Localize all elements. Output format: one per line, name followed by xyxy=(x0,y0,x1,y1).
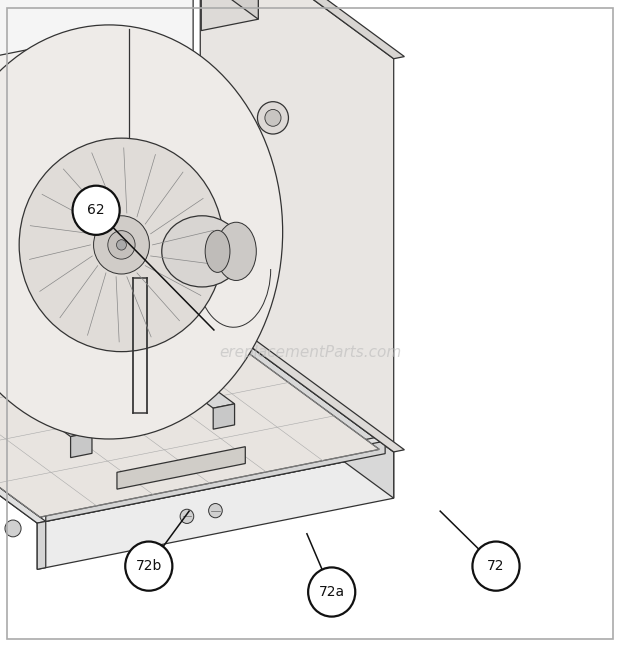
Polygon shape xyxy=(0,30,129,366)
Polygon shape xyxy=(0,0,193,377)
Polygon shape xyxy=(0,361,92,437)
Polygon shape xyxy=(37,521,46,569)
Circle shape xyxy=(472,542,520,591)
Polygon shape xyxy=(213,404,234,429)
Circle shape xyxy=(308,567,355,617)
Circle shape xyxy=(19,138,224,351)
Text: 72a: 72a xyxy=(319,585,345,599)
Ellipse shape xyxy=(205,230,230,272)
Ellipse shape xyxy=(216,222,256,280)
Circle shape xyxy=(265,109,281,126)
Polygon shape xyxy=(46,441,385,521)
Ellipse shape xyxy=(162,215,242,287)
Circle shape xyxy=(257,102,288,134)
Text: ereplacementParts.com: ereplacementParts.com xyxy=(219,345,401,360)
Text: 62: 62 xyxy=(87,203,105,217)
Polygon shape xyxy=(117,333,234,408)
Circle shape xyxy=(125,542,172,591)
Circle shape xyxy=(180,509,193,523)
Polygon shape xyxy=(200,0,394,452)
Polygon shape xyxy=(40,437,379,517)
Circle shape xyxy=(5,520,21,537)
Polygon shape xyxy=(200,310,394,498)
Polygon shape xyxy=(200,0,404,59)
Circle shape xyxy=(73,186,120,235)
Polygon shape xyxy=(117,446,246,489)
Polygon shape xyxy=(202,0,259,30)
Text: 72: 72 xyxy=(487,559,505,573)
Polygon shape xyxy=(0,310,394,523)
Polygon shape xyxy=(71,432,92,457)
Polygon shape xyxy=(0,316,379,517)
Circle shape xyxy=(117,239,126,250)
Polygon shape xyxy=(37,452,394,569)
Polygon shape xyxy=(200,0,259,19)
Ellipse shape xyxy=(0,25,283,439)
Circle shape xyxy=(208,503,223,518)
Text: 72b: 72b xyxy=(136,559,162,573)
Circle shape xyxy=(94,215,149,274)
Polygon shape xyxy=(0,379,46,523)
Circle shape xyxy=(108,230,135,259)
Polygon shape xyxy=(200,307,404,452)
